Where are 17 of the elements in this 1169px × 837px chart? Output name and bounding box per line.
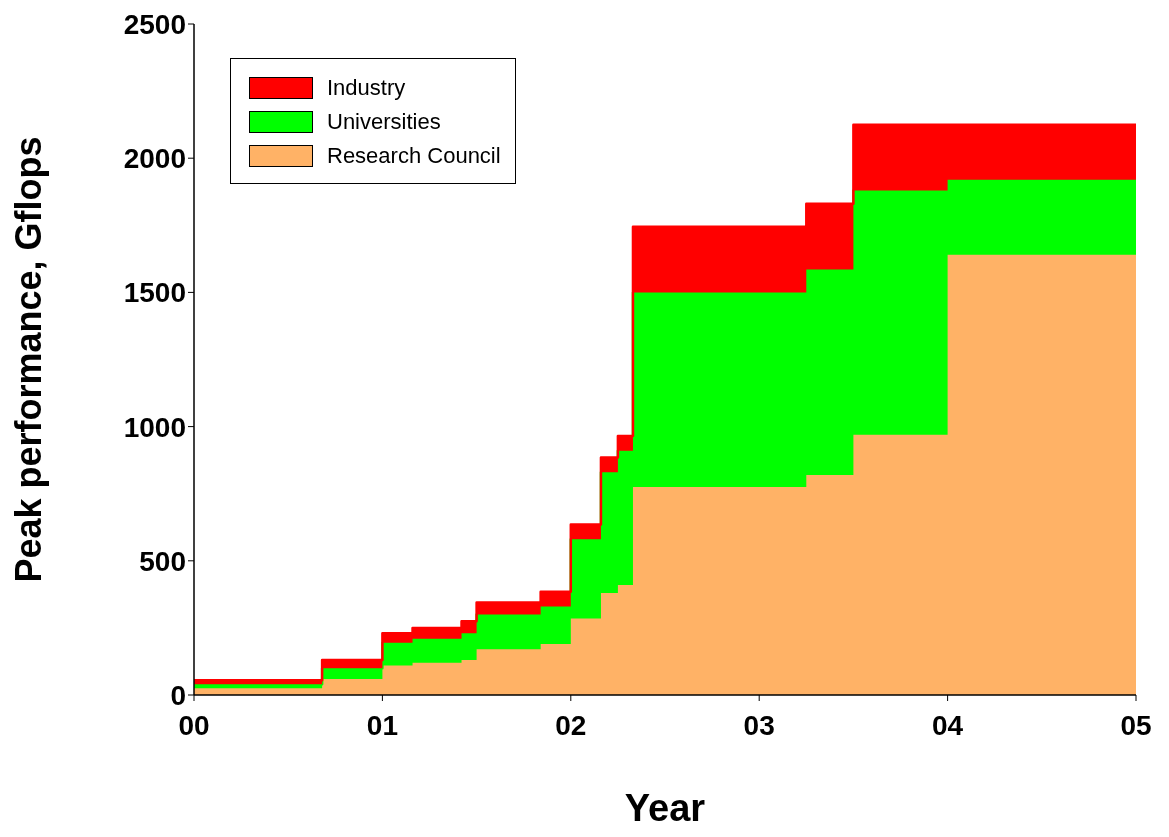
x-axis-title: Year [624,787,706,829]
x-tick-label: 02 [555,709,587,741]
x-tick-label: 05 [1120,709,1152,741]
x-tick-label: 03 [743,709,775,741]
y-axis-title: Peak performance, Gflops [7,136,49,583]
legend-label: Universities [327,109,441,135]
x-tick-label: 01 [366,709,398,741]
y-tick-label: 0 [170,679,186,711]
legend-label: Research Council [327,143,501,169]
legend-label: Industry [327,75,406,101]
y-tick-label: 1000 [123,411,186,443]
y-tick-label: 500 [139,545,186,577]
x-tick-label: 00 [178,709,210,741]
y-tick-label: 2500 [123,8,186,40]
x-tick-label: 04 [932,709,964,741]
y-tick-label: 2000 [123,143,186,175]
y-tick-label: 1500 [123,277,186,309]
